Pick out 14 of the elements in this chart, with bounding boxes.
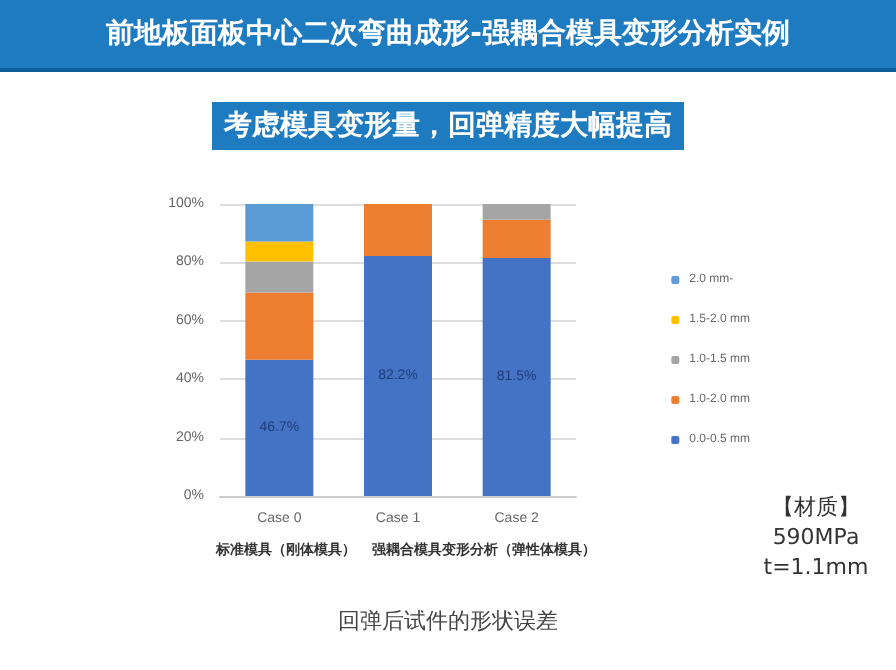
chart-subtitle: 考虑模具变形量，回弹精度大幅提高 bbox=[212, 102, 684, 150]
bar bbox=[482, 219, 551, 259]
bar bbox=[245, 241, 314, 262]
bar bbox=[245, 261, 314, 293]
text: 【材质】 590MPa t=1.1mm bbox=[761, 492, 871, 582]
bar bbox=[364, 204, 432, 256]
chart-title: 前地板面板中心二次弯曲成形-强耦合模具变形分析实例 bbox=[0, 0, 896, 72]
bar bbox=[364, 255, 432, 496]
bar bbox=[245, 204, 314, 242]
bar bbox=[482, 258, 551, 496]
bar bbox=[245, 292, 314, 360]
bar bbox=[245, 359, 314, 496]
bar bbox=[482, 204, 551, 220]
text: 回弹后试件的形状误差 bbox=[336, 606, 560, 636]
